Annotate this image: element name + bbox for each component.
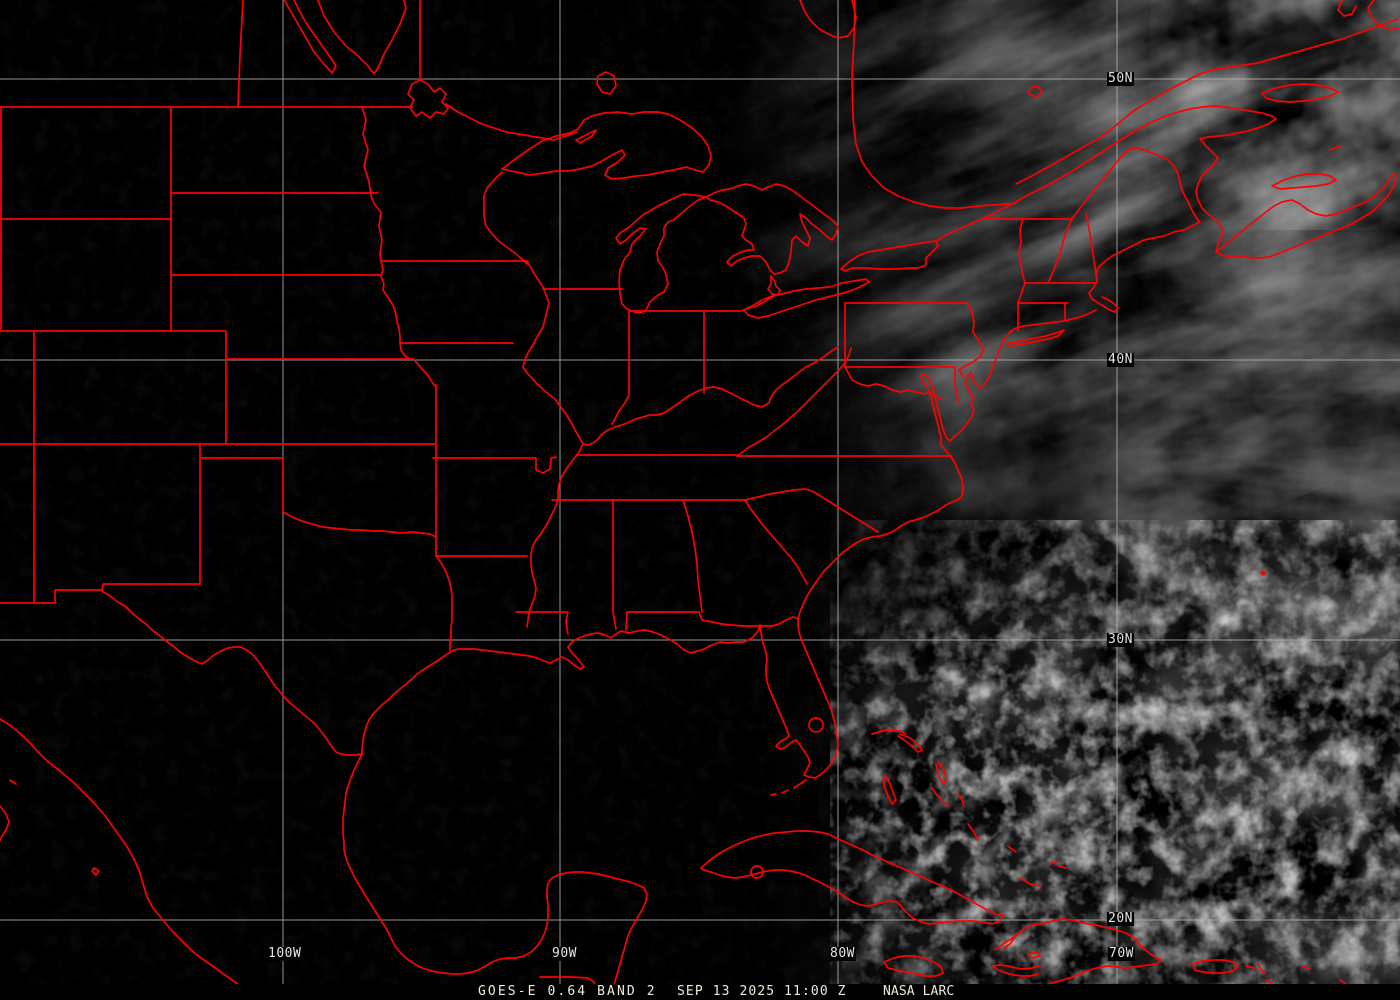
grid-label-30n: 30N: [1107, 632, 1134, 647]
us-coastline: [361, 147, 1201, 796]
grid-label-70w: 70W: [1108, 946, 1135, 961]
river-borders: [101, 106, 942, 756]
caption-product: GOES-E 0.64 BAND 2: [478, 984, 657, 999]
lake-okeechobee: [808, 717, 824, 733]
grid-label-20n: 20N: [1107, 911, 1134, 926]
great-lakes: [283, 0, 939, 319]
grid-label-50n: 50N: [1107, 71, 1134, 86]
state-borders: [0, 0, 1097, 635]
mexico-coastline: [0, 718, 648, 991]
isle-of-youth: [750, 865, 764, 879]
grid-label-80w: 80W: [829, 946, 856, 961]
caption-timestamp: SEP 13 2025 11:00 Z: [677, 984, 847, 999]
caption-credit: NASA LARC: [883, 984, 955, 999]
grid-label-100w: 100W: [267, 946, 303, 961]
red-point-marker: [1260, 570, 1266, 576]
grid-label-40n: 40N: [1107, 352, 1134, 367]
caribbean-islands: [700, 729, 1347, 985]
grid-label-90w: 90W: [551, 946, 578, 961]
canada-coastlines: [851, 0, 1399, 259]
caption-bar: GOES-E 0.64 BAND 2 SEP 13 2025 11:00 Z N…: [0, 984, 1400, 1000]
